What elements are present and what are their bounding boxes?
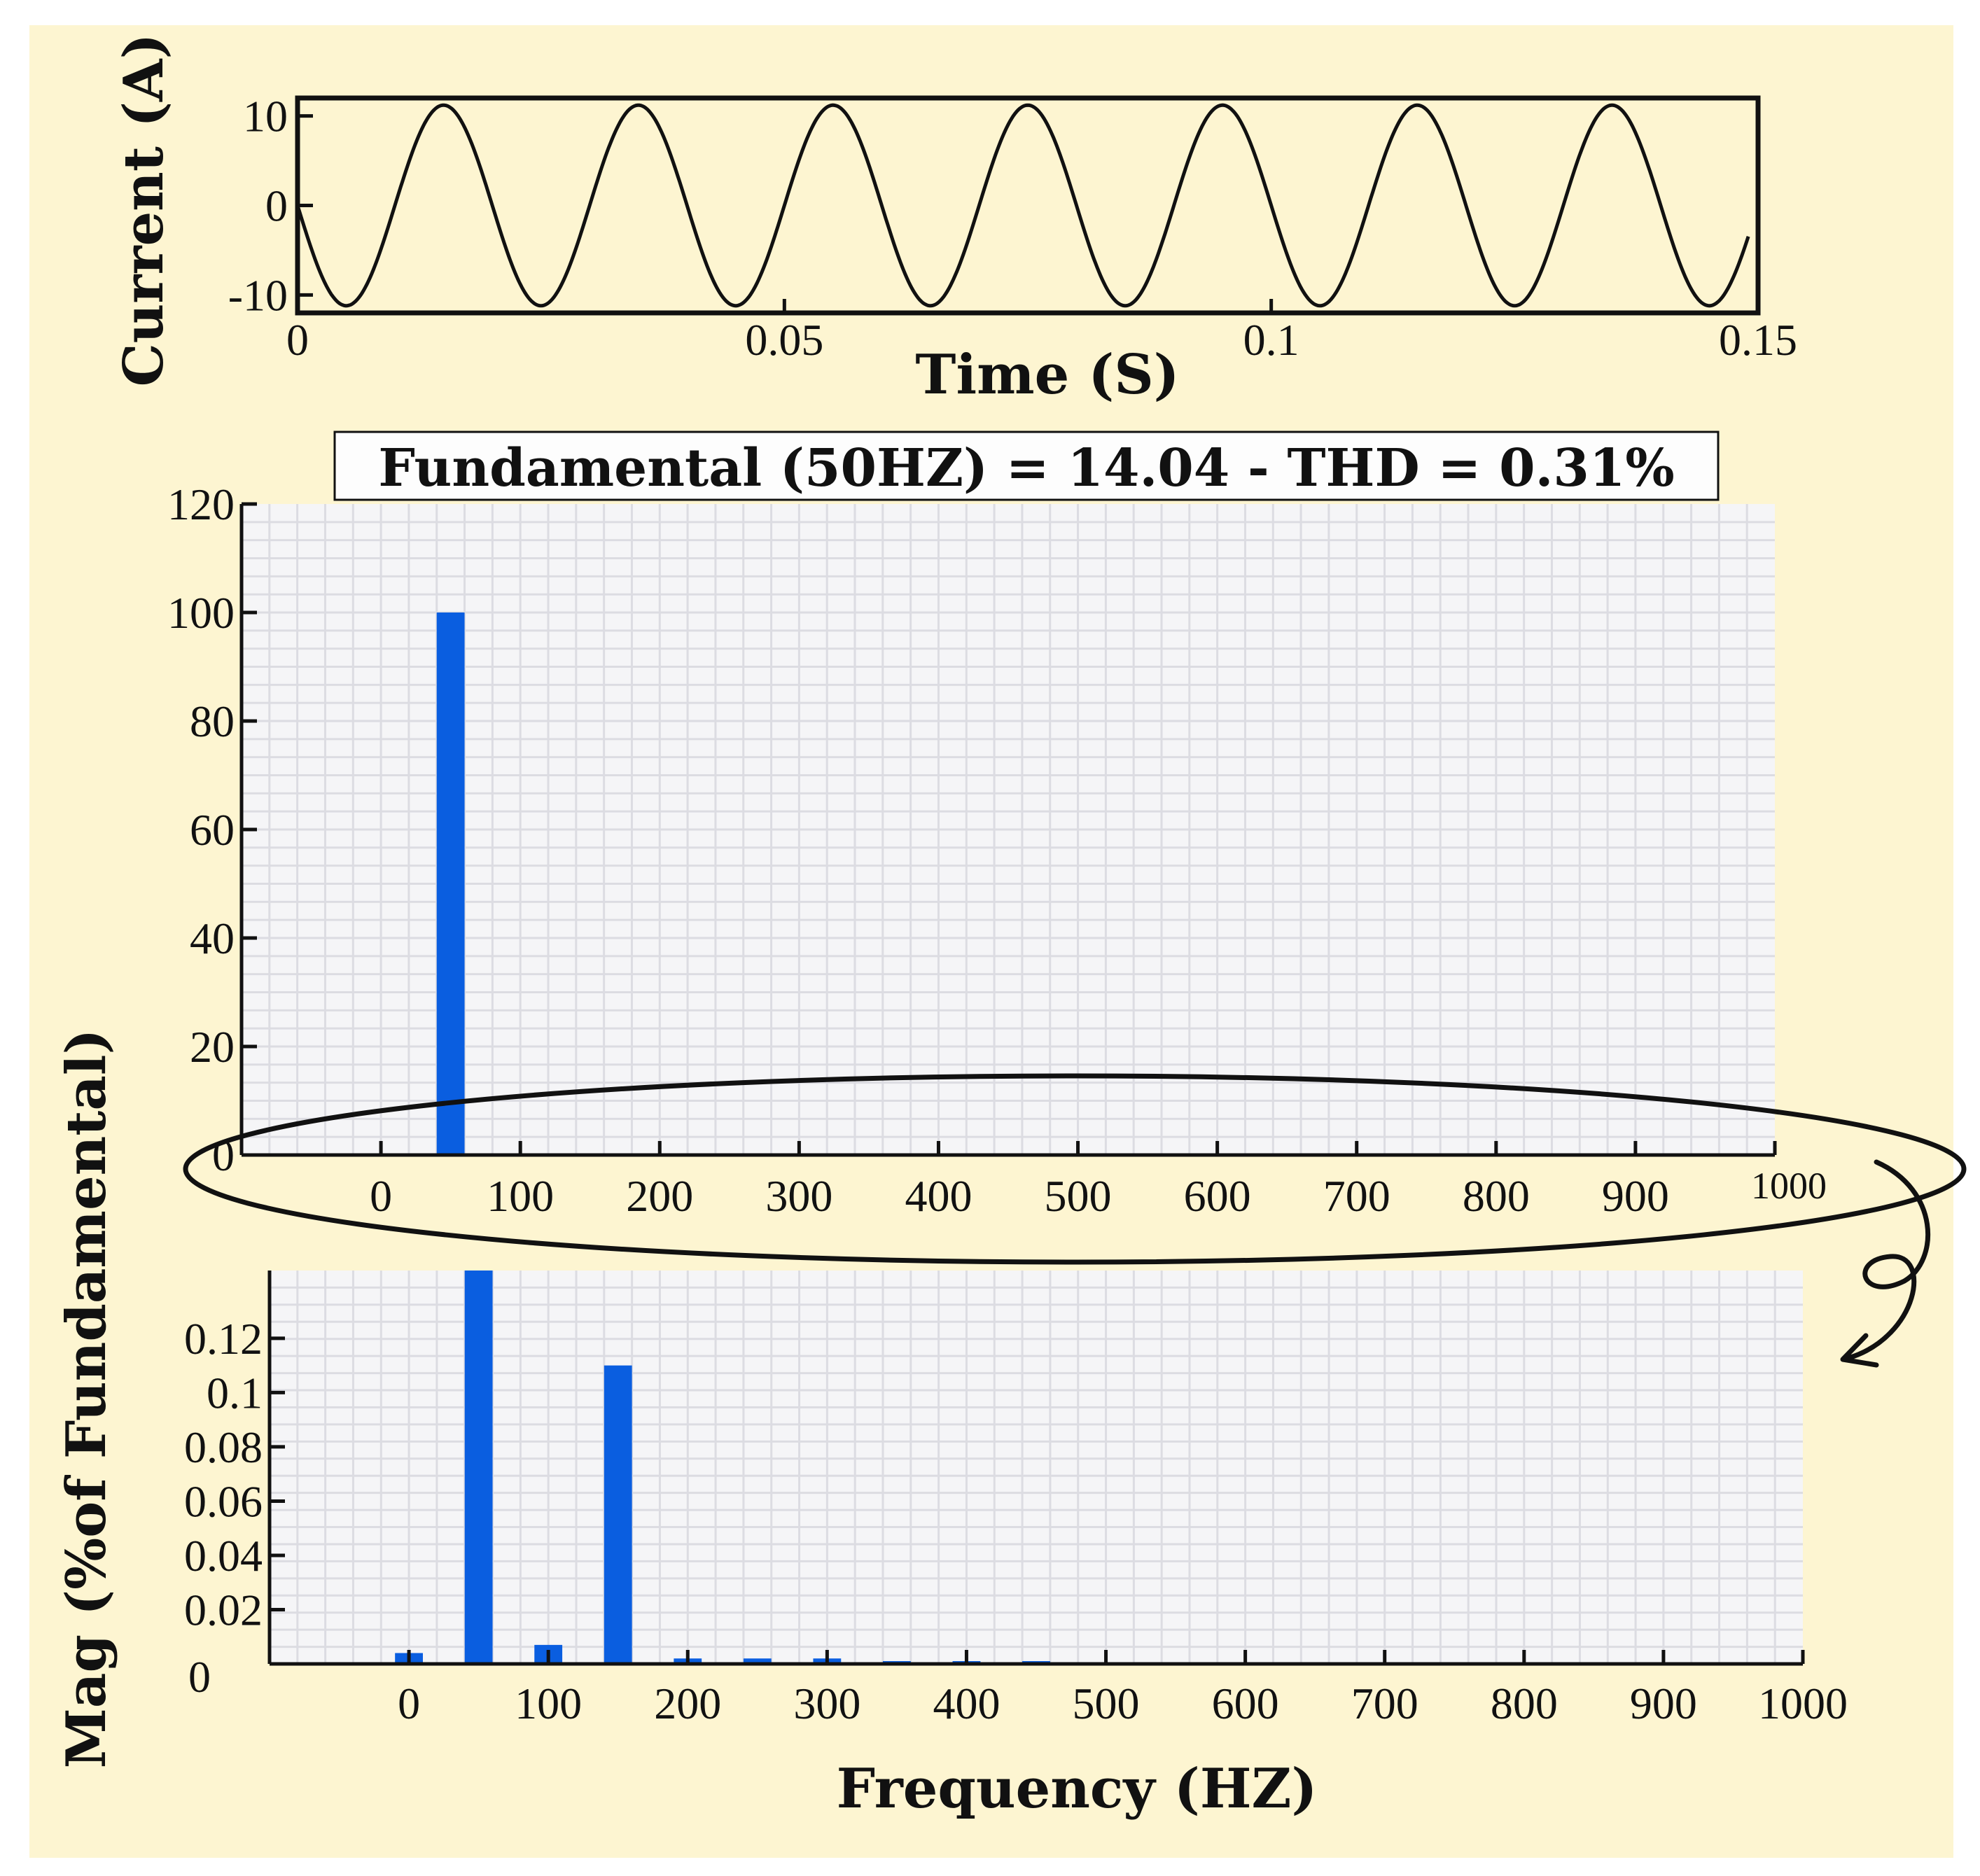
- spectrum-x-tick-label: 100: [487, 1171, 554, 1221]
- spectrum-y-tick-label: 120: [167, 479, 235, 529]
- spectrum-zoom-chart: 0 100 200 300 400 500 600 700 800 900 10000.020.04…: [55, 1029, 1848, 1821]
- zoom-y-tick-label: 0.08: [184, 1422, 263, 1472]
- spectrum-x-tick-label: 600: [1184, 1171, 1251, 1221]
- zoom-y-tick-label: 0.1: [207, 1368, 263, 1418]
- spectrum-x-tick-label: 200: [626, 1171, 693, 1221]
- spectrum-x-tick-label: 500: [1045, 1171, 1112, 1221]
- magnitude-y-axis-label: Mag (%of Fundamental): [55, 1029, 118, 1769]
- spectrum-x-tick-label: 1000: [1751, 1165, 1827, 1207]
- zoom-arrow-head-icon: [1840, 1333, 1879, 1368]
- zoom-bar: [604, 1365, 632, 1664]
- current-y-tick-label: -10: [228, 270, 288, 320]
- spectrum-x-tick-label: 900: [1602, 1171, 1669, 1221]
- current-y-tick-label: 0: [265, 181, 288, 231]
- current-chart: 100-100 0.05 0.1 0.15 Current (A) Time (S): [112, 34, 1797, 407]
- zoom-x-tick-label: 700: [1351, 1679, 1418, 1728]
- time-x-axis-label: Time (S): [915, 343, 1179, 407]
- zoom-x-tick-label: 100: [515, 1679, 582, 1728]
- spectrum-y-tick-label: 80: [190, 696, 235, 746]
- zoom-y-tick-label: 0.04: [184, 1531, 263, 1581]
- time-x-tick-label: 0.05: [745, 315, 823, 365]
- zoom-x-tick-label: 500: [1073, 1679, 1140, 1728]
- zoom-x-tick-label: 200: [654, 1679, 721, 1728]
- spectrum-y-tick-label: 100: [167, 588, 235, 638]
- zoom-annotation: [183, 1073, 1967, 1368]
- spectrum-y-tick-label: 40: [190, 913, 235, 963]
- spectrum-y-tick-label: 60: [190, 805, 235, 855]
- time-x-tick-label: 0.15: [1719, 315, 1797, 365]
- spectrum-x-tick-label: 300: [765, 1171, 832, 1221]
- zoom-zero-label: 0: [188, 1652, 211, 1702]
- zoom-x-tick-label: 1000: [1758, 1679, 1848, 1728]
- zoom-bar: [464, 1270, 493, 1664]
- zoom-x-tick-label: 600: [1212, 1679, 1279, 1728]
- zoom-x-tick-label: 300: [793, 1679, 860, 1728]
- zoom-x-tick-label: 400: [933, 1679, 1000, 1728]
- spectrum-bar: [436, 612, 465, 1155]
- spectrum-chart: Fundamental (50HZ) = 14.04 - THD = 0.31%…: [167, 430, 1827, 1221]
- spectrum-x-tick-label: 400: [905, 1171, 972, 1221]
- spectrum-x-tick-label: 0: [370, 1171, 392, 1221]
- zoom-y-tick-label: 0.12: [184, 1314, 263, 1364]
- current-plot-frame: [295, 95, 1761, 316]
- current-y-tick-label: 10: [243, 92, 288, 141]
- zoom-x-tick-label: 0: [398, 1679, 420, 1728]
- spectrum-x-tick-label: 800: [1463, 1171, 1530, 1221]
- spectrum-title: Fundamental (50HZ) = 14.04 - THD = 0.31%: [378, 438, 1674, 498]
- zoom-y-tick-label: 0.06: [184, 1476, 263, 1526]
- zoom-y-tick-label: 0.02: [184, 1585, 263, 1634]
- spectrum-y-tick-label: 20: [190, 1022, 235, 1072]
- time-x-tick-label: 0: [286, 315, 309, 365]
- zoom-x-tick-label: 900: [1630, 1679, 1697, 1728]
- current-series-line: [295, 103, 1750, 308]
- zoom-bar: [743, 1658, 772, 1664]
- spectrum-title-box: [333, 430, 1720, 501]
- current-y-axis-label: Current (A): [112, 34, 176, 387]
- zoom-plot-area: [270, 1270, 1803, 1664]
- time-x-tick-label: 0.1: [1243, 315, 1299, 365]
- frequency-x-axis-label: Frequency (HZ): [837, 1757, 1318, 1821]
- zoom-arrow: [1846, 1159, 1931, 1361]
- zoom-ellipse: [183, 1073, 1967, 1265]
- spectrum-x-tick-label: 700: [1323, 1171, 1390, 1221]
- zoom-x-tick-label: 800: [1491, 1679, 1558, 1728]
